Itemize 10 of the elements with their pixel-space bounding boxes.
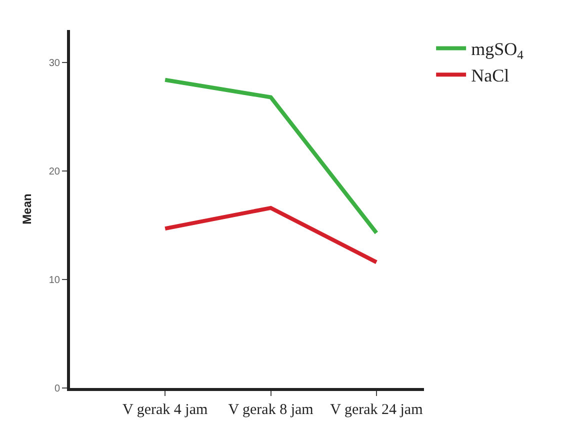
x-tick-label: V gerak 4 jam <box>122 402 208 418</box>
legend-label: NaCl <box>471 66 510 86</box>
x-tick-label: V gerak 24 jam <box>330 402 424 418</box>
legend-label: mgSO$_{4}$ <box>471 39 524 62</box>
y-tick-label: 20 <box>48 166 60 178</box>
y-tick-label: 0 <box>54 384 60 394</box>
y-axis-title: Mean <box>20 194 34 224</box>
x-tick-label: V gerak 8 jam <box>228 402 314 418</box>
y-tick-label: 30 <box>48 58 60 70</box>
y-tick-label: 10 <box>48 275 60 286</box>
